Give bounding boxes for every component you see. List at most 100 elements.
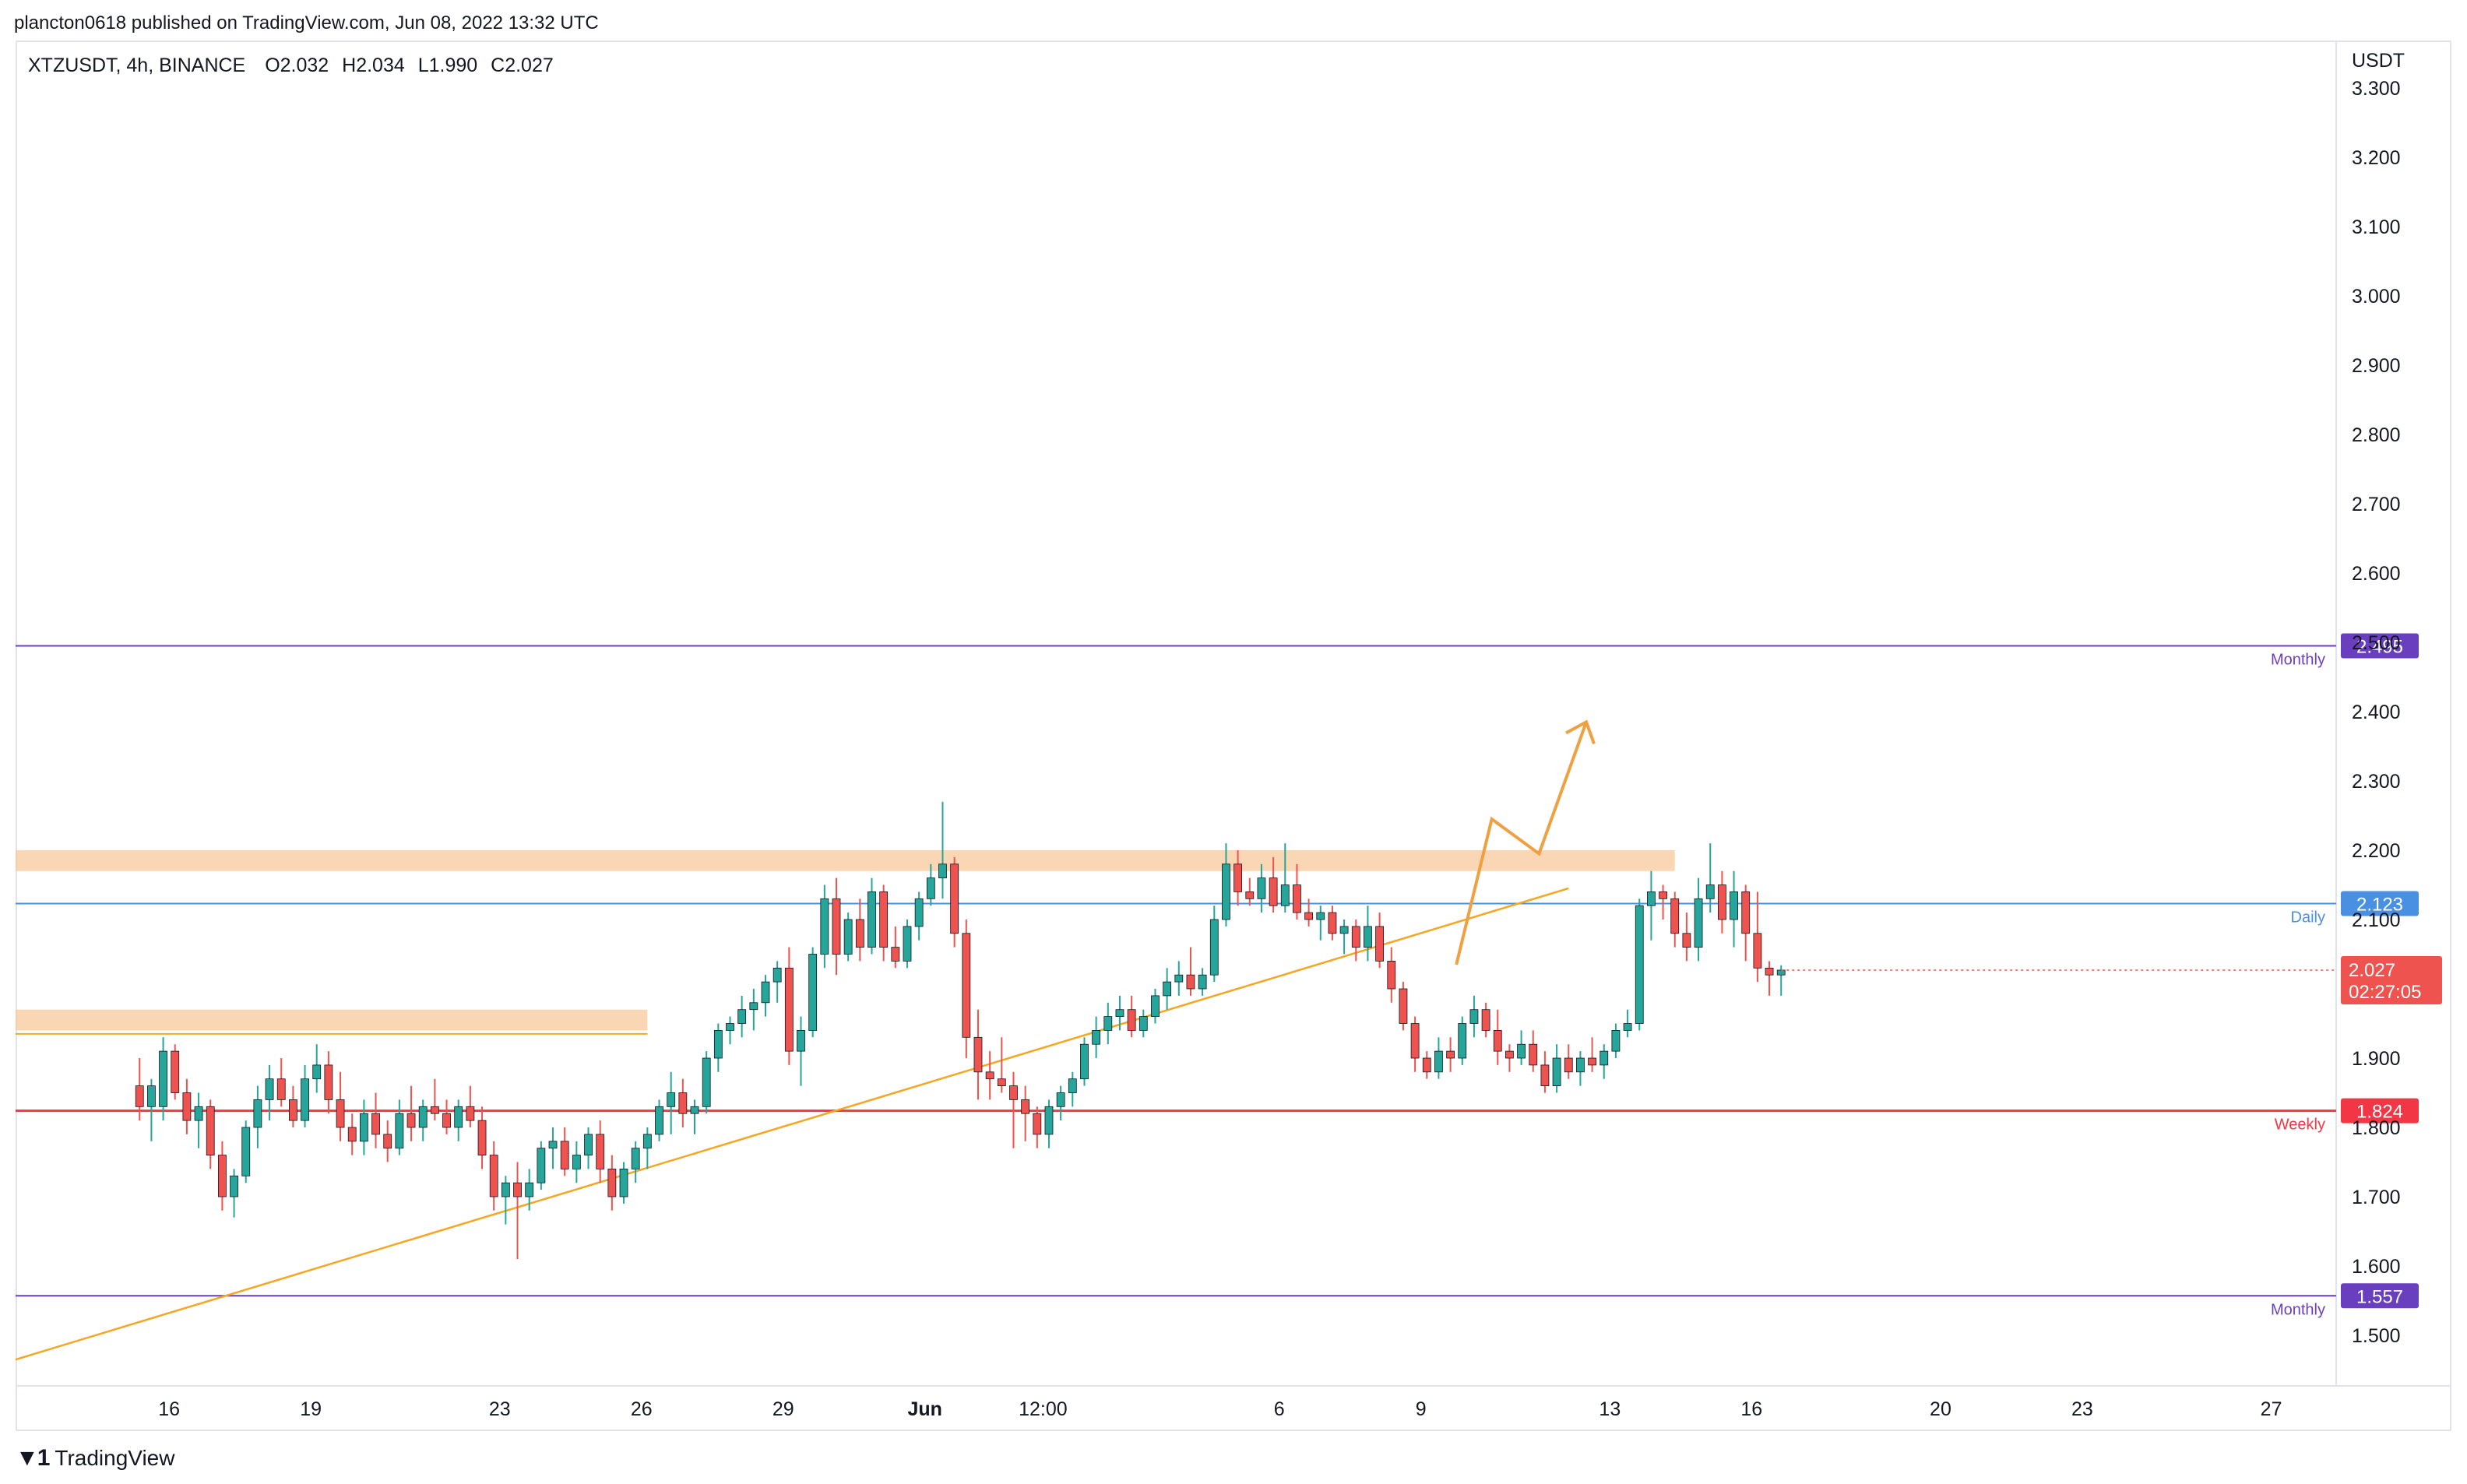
level-badge-label-2: 1.824 [2356, 1102, 2403, 1123]
x-tick-label-10: 16 [1740, 1398, 1762, 1420]
candle-body-64 [891, 947, 900, 962]
candle-body-120 [1552, 1057, 1561, 1086]
candle-body-22 [395, 1113, 404, 1149]
ascending-trendline [15, 887, 1569, 1361]
candle-body-65 [903, 926, 912, 962]
symbol-header[interactable]: XTZUSDT, 4h, BINANCE O2.032 H2.034 L1.99… [28, 55, 561, 77]
candle-body-106 [1387, 961, 1396, 990]
candle-body-61 [855, 919, 864, 948]
candle-body-115 [1493, 1030, 1502, 1052]
x-tick-label-0: 16 [158, 1398, 180, 1420]
candle-body-89 [1186, 974, 1195, 990]
candle-body-113 [1469, 1009, 1479, 1024]
y-tick-label-14: 2.900 [2352, 355, 2401, 377]
candle-body-127 [1635, 905, 1644, 1024]
candle-body-30 [489, 1155, 498, 1197]
candle-body-2 [159, 1050, 167, 1107]
candle-body-50 [726, 1023, 734, 1031]
candle-body-78 [1056, 1092, 1065, 1107]
x-tick-label-9: 13 [1599, 1398, 1621, 1420]
ohlc-high: H2.034 [342, 55, 405, 76]
candle-body-119 [1540, 1064, 1550, 1087]
y-tick-label-2: 1.700 [2352, 1187, 2401, 1208]
candle-body-130 [1670, 898, 1680, 934]
level-tag-3: Monthly [2271, 1301, 2325, 1318]
y-tick-label-7: 2.200 [2352, 840, 2401, 862]
level-badge-label-0: 2.495 [2356, 636, 2403, 657]
candle-body-40 [607, 1169, 617, 1197]
ohlc-open: O2.032 [265, 55, 329, 76]
candle-body-112 [1458, 1023, 1467, 1059]
candle-body-104 [1364, 926, 1372, 948]
candle-body-105 [1375, 926, 1385, 962]
candle-body-5 [194, 1106, 203, 1121]
y-tick-label-11: 2.600 [2352, 563, 2401, 585]
y-tick-label-13: 2.800 [2352, 424, 2401, 446]
candle-body-98 [1293, 884, 1301, 913]
candle-body-109 [1422, 1057, 1431, 1073]
y-tick-label-18: 3.300 [2352, 78, 2401, 100]
x-tick-label-2: 23 [489, 1398, 511, 1420]
candle-body-77 [1044, 1106, 1054, 1135]
level-tag-0: Monthly [2271, 651, 2325, 668]
y-tick-label-1: 1.600 [2352, 1256, 2401, 1278]
candle-body-70 [962, 933, 971, 1038]
level-badge-label-3: 1.557 [2356, 1286, 2403, 1307]
chart-frame [16, 40, 2451, 1431]
candle-body-37 [572, 1155, 581, 1169]
candle-body-88 [1174, 974, 1184, 983]
candle-body-19 [359, 1113, 368, 1142]
y-tick-label-10: 2.500 [2352, 632, 2401, 654]
candle-body-45 [667, 1092, 676, 1107]
candle-body-29 [477, 1120, 487, 1155]
candle-body-81 [1092, 1030, 1101, 1045]
level-badge-2 [2341, 1098, 2419, 1124]
candle-body-14 [301, 1078, 309, 1121]
candle-body-93 [1234, 863, 1243, 892]
x-tick-label-7: 6 [1274, 1398, 1285, 1420]
candle-body-34 [537, 1148, 546, 1183]
candle-body-62 [867, 891, 876, 948]
tradingview-brand[interactable]: ▼1 TradingView [16, 1445, 174, 1472]
candle-body-52 [749, 1002, 758, 1011]
y-tick-label-6: 2.100 [2352, 909, 2401, 931]
candle-body-103 [1351, 926, 1360, 948]
candle-body-58 [820, 898, 829, 955]
candle-body-131 [1682, 933, 1691, 948]
candle-body-73 [997, 1078, 1006, 1086]
x-tick-label-1: 19 [300, 1398, 322, 1420]
candle-body-139 [1776, 969, 1786, 976]
candle-body-137 [1753, 933, 1762, 969]
projection-arrow-head [1565, 719, 1596, 745]
ohlc-close: C2.027 [491, 55, 554, 76]
candle-body-138 [1765, 967, 1774, 976]
candle-body-33 [525, 1182, 534, 1197]
level-badge-3 [2341, 1283, 2419, 1309]
candle-body-118 [1529, 1043, 1538, 1066]
candle-body-83 [1115, 1009, 1124, 1017]
candle-body-96 [1269, 877, 1278, 906]
current-price-value: 2.027 [2349, 960, 2395, 981]
candle-body-46 [678, 1092, 688, 1114]
candle-body-82 [1103, 1016, 1113, 1031]
x-tick-label-5: Jun [908, 1398, 942, 1420]
current-price-countdown: 02:27:05 [2349, 982, 2421, 1003]
candle-body-36 [560, 1141, 569, 1169]
x-tick-label-3: 26 [631, 1398, 653, 1420]
candle-body-44 [655, 1106, 663, 1135]
candle-body-99 [1304, 912, 1314, 920]
candle-body-110 [1434, 1050, 1443, 1073]
candle-body-94 [1245, 891, 1255, 899]
candle-body-4 [182, 1092, 192, 1121]
y-tick-label-8: 2.300 [2352, 771, 2401, 793]
candle-body-66 [914, 898, 924, 927]
candle-body-68 [938, 863, 947, 879]
candle-body-8 [230, 1175, 238, 1197]
candle-body-21 [383, 1134, 392, 1149]
candle-body-92 [1222, 863, 1230, 920]
current-price-badge [2341, 955, 2442, 1004]
candle-body-60 [843, 919, 853, 955]
candle-body-6 [206, 1106, 215, 1156]
candle-body-20 [371, 1113, 380, 1135]
